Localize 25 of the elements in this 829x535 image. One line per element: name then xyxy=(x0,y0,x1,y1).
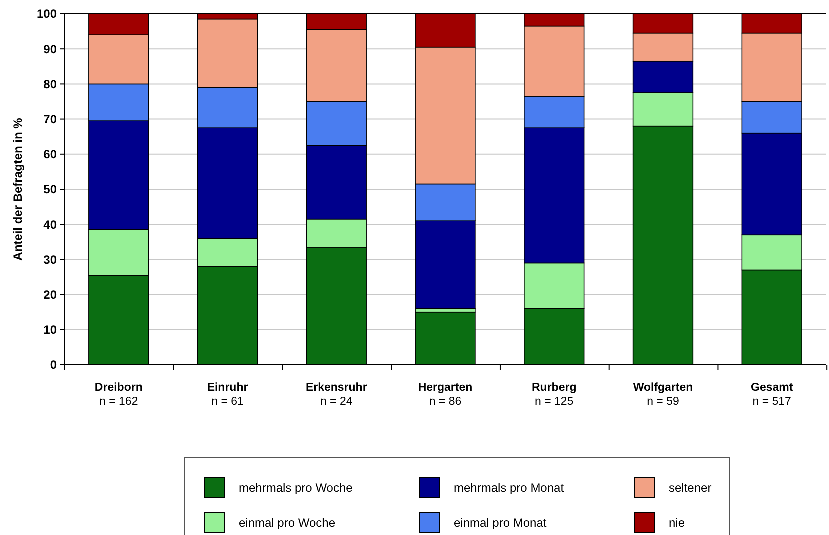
y-tick-label: 40 xyxy=(44,218,58,232)
x-tick-label: Hergarten n = 86 xyxy=(418,382,473,408)
y-tick-label: 0 xyxy=(50,358,58,372)
legend-label: nie xyxy=(669,516,686,530)
x-tick-label: Rurberg n = 125 xyxy=(532,382,577,408)
legend-label: mehrmals pro Woche xyxy=(239,481,354,496)
y-tick-label: 100 xyxy=(36,7,58,22)
x-tick-label: Dreiborn n = 162 xyxy=(94,382,143,408)
y-tick-label: 90 xyxy=(44,42,58,56)
y-tick-label: 10 xyxy=(44,323,58,338)
y-tick-label: 50 xyxy=(44,182,58,197)
y-tick-label: 60 xyxy=(44,148,58,162)
legend-label: einmal pro Monat xyxy=(454,516,548,530)
x-tick-label: Wolfgarten n = 59 xyxy=(633,382,694,408)
y-tick-label: 80 xyxy=(44,77,58,92)
y-tick-label: 70 xyxy=(44,112,58,126)
y-tick-label: 30 xyxy=(44,252,58,267)
x-tick-label: Einruhr n = 61 xyxy=(207,382,249,408)
legend-label: einmal pro Woche xyxy=(239,516,336,530)
y-axis-title: Anteil der Befragten in % xyxy=(11,118,25,261)
y-tick-label: 20 xyxy=(44,288,58,302)
x-tick-label: Gesamt n = 517 xyxy=(751,382,794,408)
x-tick-label: Erkensruhr n = 24 xyxy=(306,382,368,408)
legend-label: seltener xyxy=(669,481,712,496)
legend-label: mehrmals pro Monat xyxy=(454,481,565,496)
